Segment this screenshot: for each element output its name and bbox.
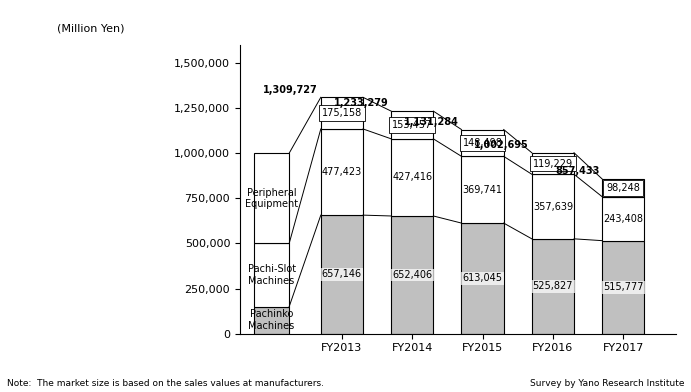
Text: 515,777: 515,777 — [603, 282, 643, 292]
Bar — [254, 243, 289, 307]
Text: 657,146: 657,146 — [322, 269, 362, 279]
Text: 652,406: 652,406 — [392, 270, 433, 280]
Text: Survey by Yano Research Institute: Survey by Yano Research Institute — [529, 379, 684, 388]
Text: Note:  The market size is based on the sales values at manufacturers.: Note: The market size is based on the sa… — [7, 379, 324, 388]
Text: 613,045: 613,045 — [462, 274, 502, 283]
Text: 857,433: 857,433 — [555, 166, 599, 176]
Text: 153,457: 153,457 — [392, 120, 433, 130]
Bar — [602, 241, 644, 334]
Text: 477,423: 477,423 — [322, 167, 362, 177]
Text: Peripheral
Equipment: Peripheral Equipment — [245, 187, 298, 209]
Bar — [254, 307, 289, 334]
Bar — [462, 223, 504, 334]
Text: 1,233,279: 1,233,279 — [334, 98, 388, 109]
Bar — [321, 215, 363, 334]
Text: (Million Yen): (Million Yen) — [57, 24, 124, 33]
Bar — [602, 179, 644, 197]
Bar — [254, 153, 289, 243]
Text: 525,827: 525,827 — [533, 281, 573, 291]
Text: 427,416: 427,416 — [392, 172, 433, 182]
Text: Pachinko
Machines: Pachinko Machines — [249, 309, 294, 331]
Bar — [391, 216, 433, 334]
Bar — [532, 174, 574, 239]
Bar — [321, 97, 363, 129]
Text: 243,408: 243,408 — [603, 214, 643, 224]
Bar — [321, 129, 363, 215]
Text: 148,498: 148,498 — [463, 138, 502, 148]
Text: 1,002,695: 1,002,695 — [474, 140, 529, 150]
Text: Pachi-Slot
Machines: Pachi-Slot Machines — [247, 264, 296, 286]
Bar — [602, 197, 644, 241]
Text: 98,248: 98,248 — [606, 183, 640, 193]
Text: 1,131,284: 1,131,284 — [404, 117, 459, 127]
Text: 175,158: 175,158 — [322, 108, 362, 118]
Bar — [391, 139, 433, 216]
Text: 1,309,727: 1,309,727 — [263, 85, 318, 94]
Bar — [532, 153, 574, 174]
Bar — [462, 156, 504, 223]
Bar — [532, 239, 574, 334]
Text: 369,741: 369,741 — [462, 185, 502, 195]
Bar — [462, 129, 504, 156]
Text: 119,229: 119,229 — [533, 158, 573, 169]
Text: 357,639: 357,639 — [533, 201, 573, 212]
Bar — [391, 111, 433, 139]
